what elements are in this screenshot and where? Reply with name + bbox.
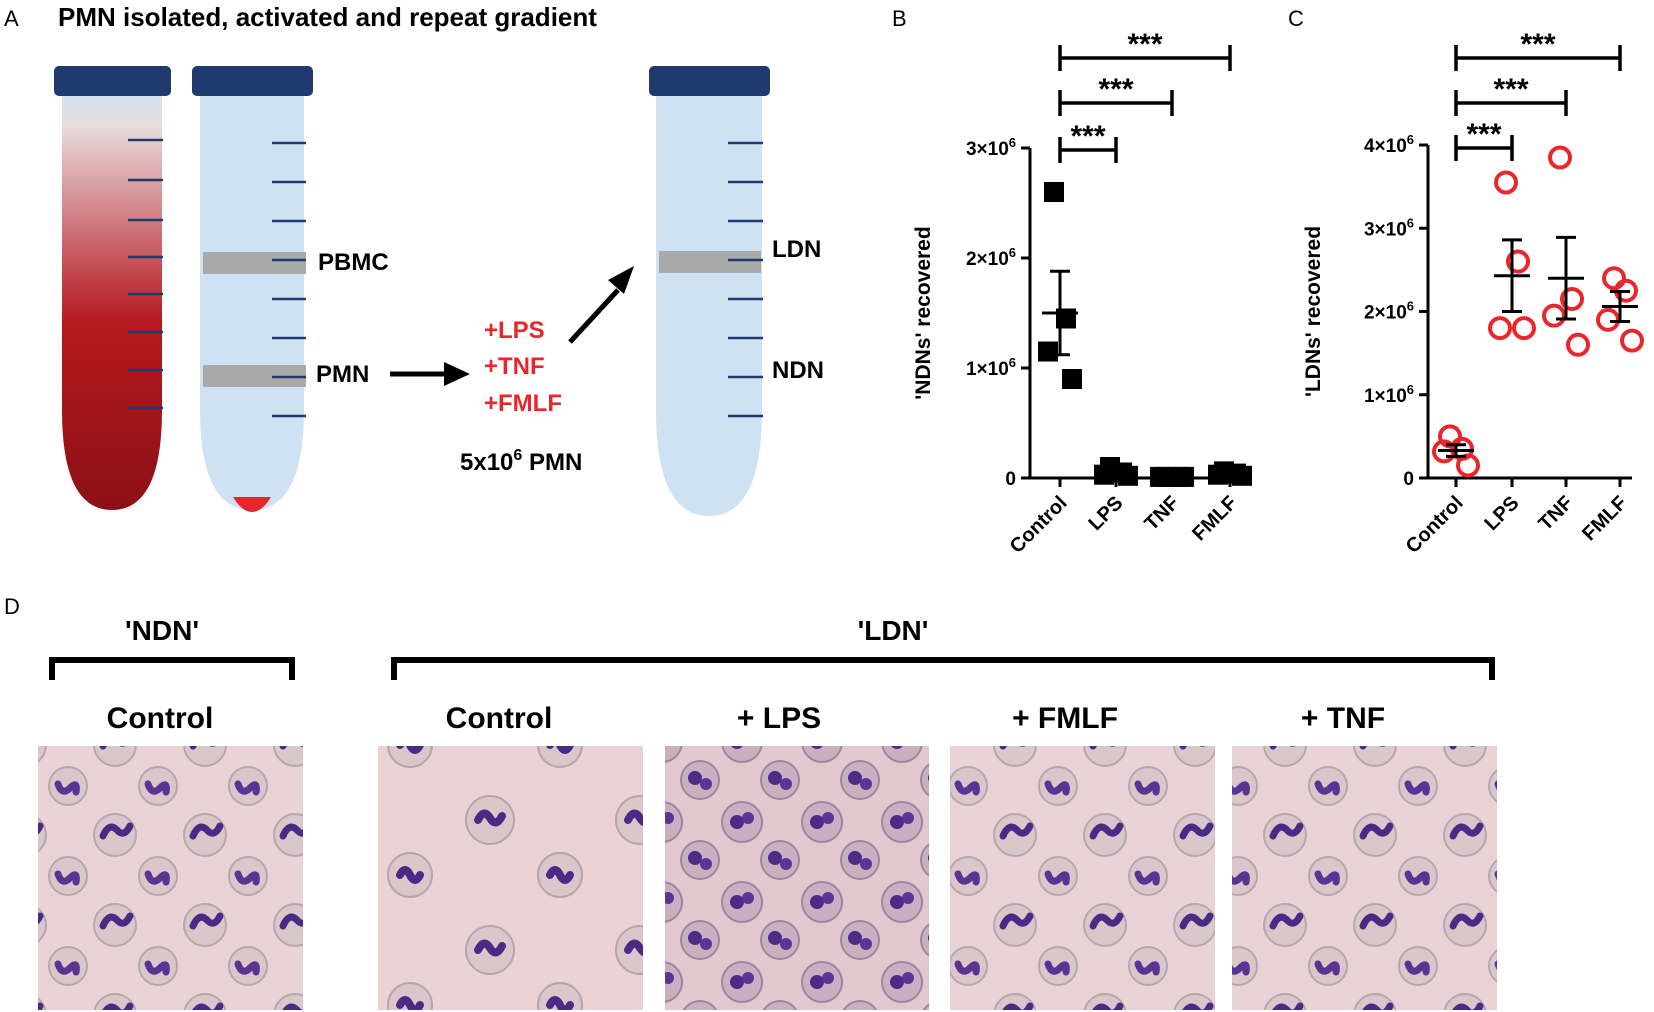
significance-bracket — [1058, 90, 1174, 116]
data-point — [1506, 249, 1530, 274]
arrow-up-right-icon — [568, 266, 634, 344]
data-point — [1038, 341, 1058, 362]
treatment-lps: +LPS — [484, 317, 545, 344]
x-tick-label: Control — [1006, 492, 1072, 558]
significance-bracket — [1058, 137, 1118, 163]
treatment-fmlf: +FMLF — [484, 390, 562, 417]
panel-c: C 0 1×106 2×106 3×106 4×106 'LDNs' recovered C… — [1288, 6, 1644, 558]
panel-letter-d: D — [4, 594, 20, 619]
data-point — [1602, 266, 1626, 291]
treatment-list: +LPS +TNF +FMLF — [484, 317, 562, 417]
data-point — [1044, 182, 1064, 202]
micrograph-ldn-fmlf — [950, 746, 1215, 1010]
tube-repeat-gradient: LDN NDN — [649, 66, 824, 516]
group-bracket-ldn — [391, 657, 1495, 680]
arrow-right-icon — [390, 362, 470, 386]
data-point — [1438, 424, 1462, 449]
data-point — [1596, 307, 1620, 332]
x-tick-label: TNF — [1140, 492, 1183, 535]
label-ldn: LDN — [772, 236, 821, 263]
data-point — [1062, 369, 1082, 389]
label-ndn: NDN — [772, 357, 824, 384]
significance-bracket — [1454, 45, 1622, 71]
data-point — [1232, 465, 1252, 486]
y-tick-label: 1×106 — [966, 355, 1016, 380]
data-point — [1566, 332, 1590, 357]
tube-separated: PBMC PMN — [192, 66, 389, 512]
significance-label: *** — [1466, 118, 1501, 151]
treatment-tnf: +TNF — [484, 353, 545, 380]
micrograph-ldn-lps — [665, 746, 929, 1010]
data-point — [1560, 287, 1584, 312]
data-point — [1542, 303, 1566, 328]
x-tick-label: FMLF — [1188, 492, 1241, 545]
data-point — [1620, 328, 1644, 353]
data-point — [1548, 145, 1572, 170]
group-bracket-ndn — [49, 657, 295, 680]
chart-ldn-recovered: 0 1×106 2×106 3×106 4×106 'LDNs' recovered Con… — [1302, 28, 1644, 558]
panel-letter-a: A — [4, 6, 19, 31]
group-label-ldn: 'LDN' — [858, 615, 929, 646]
data-point — [1494, 170, 1518, 195]
label-pbmc: PBMC — [318, 249, 389, 276]
tube-cap — [54, 66, 171, 96]
significance-label: *** — [1070, 120, 1105, 153]
y-axis-label: 'NDNs' recovered — [912, 226, 935, 399]
image-label-ldn-tnf: + TNF — [1301, 702, 1385, 735]
data-point — [1456, 453, 1480, 478]
image-label-ldn-lps: + LPS — [737, 702, 821, 735]
x-tick-label: LPS — [1084, 492, 1127, 535]
pmn-band — [203, 365, 306, 387]
tube-cap — [649, 66, 770, 96]
data-point — [1488, 316, 1512, 341]
data-point — [1512, 316, 1536, 341]
y-tick-label: 2×106 — [966, 245, 1016, 270]
chart-ndn-recovered: 0 1×106 2×106 3×106 'NDNs' recovered Control L… — [912, 28, 1252, 558]
significance-label: *** — [1127, 28, 1162, 61]
image-label-ndn-control: Control — [107, 702, 214, 735]
y-tick-label: 3×106 — [1364, 215, 1414, 240]
group-label-ndn: 'NDN' — [125, 615, 199, 646]
x-tick-label: Control — [1402, 492, 1468, 558]
image-label-ldn-control: Control — [446, 702, 553, 735]
panel-b: B 0 1×106 2×106 3×106 'NDNs' recovered Contro… — [892, 6, 1252, 558]
y-axis-label: 'LDNs' recovered — [1302, 226, 1325, 397]
micrograph-ldn-control — [378, 746, 643, 1010]
image-label-ldn-fmlf: + FMLF — [1012, 702, 1118, 735]
y-tick-label: 0 — [1005, 469, 1016, 490]
y-tick-label: 4×106 — [1364, 132, 1414, 157]
x-tick-label: LPS — [1480, 492, 1523, 535]
panel-letter-b: B — [892, 6, 907, 31]
y-tick-label: 1×106 — [1364, 382, 1414, 407]
pbmc-band — [203, 252, 306, 274]
significance-bracket — [1058, 45, 1232, 71]
tube-cap — [192, 66, 313, 96]
panel-a-title: PMN isolated, activated and repeat gradi… — [58, 2, 597, 32]
significance-bracket — [1454, 90, 1568, 116]
significance-label: *** — [1493, 73, 1528, 106]
tube-whole-blood — [54, 66, 171, 510]
significance-bracket — [1454, 135, 1514, 161]
panel-a: A PMN isolated, activated and repeat gra… — [4, 2, 824, 516]
significance-label: *** — [1520, 28, 1555, 61]
cell-count-label: 5x106 PMN — [460, 447, 582, 476]
red-cell-pellet — [233, 497, 271, 512]
y-tick-label: 2×106 — [1364, 299, 1414, 324]
panel-d: D 'NDN' 'LDN' Control Control + LPS + FM… — [4, 594, 1497, 1010]
y-tick-label: 0 — [1403, 469, 1414, 490]
y-tick-label: 3×106 — [966, 135, 1016, 160]
x-tick-label: TNF — [1534, 492, 1577, 535]
x-tick-label: FMLF — [1578, 492, 1631, 545]
micrograph-ndn-control — [38, 746, 303, 1010]
label-pmn: PMN — [316, 361, 369, 388]
significance-label: *** — [1098, 73, 1133, 106]
micrograph-ldn-tnf — [1232, 746, 1497, 1010]
ldn-band — [659, 251, 761, 273]
panel-letter-c: C — [1288, 6, 1304, 31]
